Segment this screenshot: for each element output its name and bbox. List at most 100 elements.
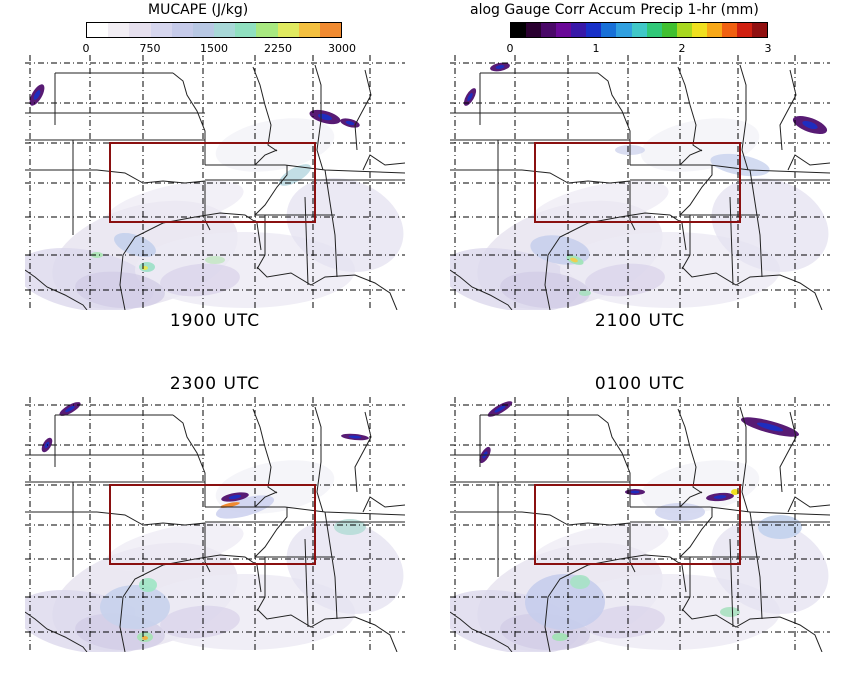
colorbar-swatch: [661, 23, 677, 37]
field-contour: [215, 118, 335, 172]
colorbar-tick-label: 0: [82, 42, 90, 55]
mucape-colorbar-ticks: 0 750 1500 2250 3000: [82, 42, 357, 58]
border-line: [681, 557, 691, 612]
colorbar-tick-label: 2250: [264, 42, 292, 55]
precip-core: [345, 120, 355, 126]
field-contour: [106, 180, 244, 230]
colorbar-swatch: [631, 23, 647, 37]
colorbar-swatch: [706, 23, 722, 37]
map-panel-1900: [25, 55, 405, 310]
border-line: [749, 511, 763, 620]
colorbar-swatch: [752, 23, 768, 37]
colorbar-swatch: [541, 23, 557, 37]
border-line: [314, 406, 324, 513]
border-line: [256, 215, 266, 270]
border-line: [749, 169, 763, 278]
border-line: [629, 181, 636, 231]
study-region-box: [109, 484, 316, 565]
colorbar-tick-label: 1: [592, 42, 600, 55]
colorbar-swatch: [511, 23, 527, 37]
map-panel-2300: [25, 397, 405, 652]
border-line: [96, 169, 206, 184]
panel-label-2300: 2300 UTC: [169, 374, 261, 394]
state-borders: [25, 64, 405, 310]
precip-colorbar-title: alog Gauge Corr Accum Precip 1-hr (mm): [470, 2, 759, 18]
mucape-colorbar: [86, 22, 342, 38]
precip-core: [467, 93, 473, 101]
border-line: [677, 66, 703, 152]
field-contour: [570, 257, 578, 263]
field-contour: [106, 522, 244, 572]
precip-core: [318, 113, 332, 121]
precip-layer: [463, 62, 828, 135]
border-line: [597, 72, 631, 165]
colorbar-tick-label: 3: [764, 42, 772, 55]
field-contour: [160, 263, 240, 297]
field-contour: [139, 578, 157, 592]
map-canvas: [450, 55, 830, 310]
border-line: [254, 507, 288, 558]
panel-label-1900: 1900 UTC: [169, 311, 261, 331]
field-contour: [525, 574, 605, 630]
border-line: [119, 212, 262, 310]
state-borders: [450, 406, 830, 652]
colorbar-tick-label: 2: [678, 42, 686, 55]
lat-lon-grid: [450, 397, 830, 652]
field-contour: [758, 515, 802, 539]
border-line: [787, 496, 830, 513]
border-line: [256, 266, 398, 310]
colorbar-swatch: [277, 23, 299, 37]
colorbar-swatch: [691, 23, 707, 37]
colorbar-swatch: [736, 23, 752, 37]
border-line: [204, 181, 211, 231]
border-line: [787, 154, 830, 171]
precip-layer: [29, 84, 360, 128]
map-canvas: [25, 55, 405, 310]
state-borders: [450, 64, 830, 310]
field-contour: [100, 585, 170, 629]
colorbar-swatch: [721, 23, 737, 37]
border-line: [354, 69, 372, 151]
colorbar-swatch: [235, 23, 257, 37]
panel-label-0100: 0100 UTC: [594, 374, 686, 394]
border-line: [254, 491, 278, 508]
colorbar-tick-label: 750: [139, 42, 161, 55]
border-line: [362, 496, 405, 513]
precip-colorbar: [510, 22, 768, 38]
border-line: [204, 523, 211, 573]
colorbar-swatch: [129, 23, 151, 37]
field-contour: [334, 519, 366, 535]
colorbar-swatch: [214, 23, 236, 37]
border-line: [597, 414, 631, 507]
colorbar-swatch: [601, 23, 617, 37]
precip-core: [348, 435, 362, 439]
study-region-box: [534, 142, 741, 223]
study-region-box: [534, 484, 741, 565]
mucape-colorbar-title: MUCAPE (J/kg): [148, 2, 249, 18]
border-line: [679, 149, 703, 166]
field-contour: [640, 460, 760, 514]
border-line: [254, 149, 278, 166]
colorbar-swatch: [571, 23, 587, 37]
map-canvas: [25, 397, 405, 652]
colorbar-swatch: [319, 23, 342, 37]
colorbar-swatch: [298, 23, 320, 37]
border-line: [362, 154, 405, 171]
border-line: [252, 66, 278, 152]
map-panel-0100: [450, 397, 830, 652]
border-line: [681, 266, 823, 310]
precip-colorbar-ticks: 0 1 2 3: [507, 42, 772, 58]
field-contour: [205, 256, 225, 264]
border-line: [450, 269, 513, 310]
field-contour: [720, 607, 740, 617]
border-line: [677, 408, 703, 494]
border-line: [314, 64, 324, 171]
panel-label-2100: 2100 UTC: [594, 311, 686, 331]
colorbar-tick-label: 1500: [200, 42, 228, 55]
field-contour: [114, 232, 156, 258]
map-canvas: [450, 397, 830, 652]
colorbar-swatch: [526, 23, 542, 37]
precip-core: [33, 90, 41, 100]
border-line: [254, 165, 288, 216]
state-borders: [25, 406, 405, 652]
